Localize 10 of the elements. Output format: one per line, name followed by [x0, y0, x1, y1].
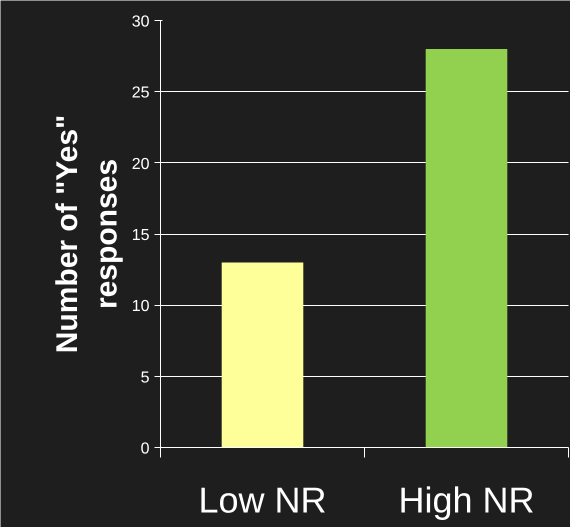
y-tick-label: 10	[132, 298, 150, 316]
y-axis-title: Number of "Yes" responses	[51, 114, 124, 354]
y-tick-label: 0	[140, 440, 150, 458]
y-tick-label: 30	[132, 14, 150, 30]
y-tick-label: 15	[132, 227, 150, 244]
y-tick-label: 5	[140, 369, 150, 386]
x-tick-label: High NR	[398, 480, 535, 520]
y-tick-label: 25	[132, 84, 150, 102]
x-tick-label: Low NR	[198, 480, 327, 520]
y-tick-label: 20	[132, 156, 150, 173]
